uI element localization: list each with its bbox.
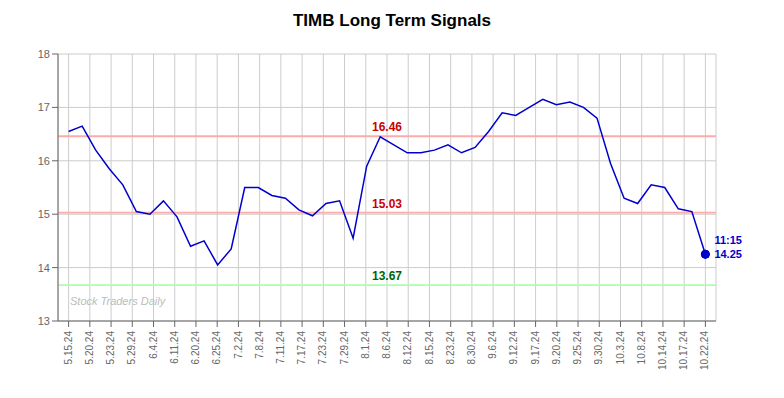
svg-text:10.22.24: 10.22.24 — [699, 331, 710, 370]
svg-text:17: 17 — [38, 101, 50, 113]
svg-text:6.11.24: 6.11.24 — [169, 331, 180, 364]
svg-text:15.03: 15.03 — [372, 197, 402, 211]
svg-text:9.12.24: 9.12.24 — [508, 331, 519, 365]
svg-text:9.17.24: 9.17.24 — [530, 331, 541, 365]
svg-text:15: 15 — [38, 208, 50, 220]
svg-text:7.11.24: 7.11.24 — [275, 331, 286, 364]
svg-text:16.46: 16.46 — [372, 120, 402, 134]
svg-text:8.23.24: 8.23.24 — [445, 331, 456, 365]
svg-text:5.20.24: 5.20.24 — [84, 331, 95, 365]
svg-text:6.4.24: 6.4.24 — [148, 331, 159, 359]
svg-text:9.6.24: 9.6.24 — [487, 331, 498, 359]
svg-text:18: 18 — [38, 48, 50, 60]
svg-text:7.29.24: 7.29.24 — [339, 331, 350, 365]
svg-text:10.14.24: 10.14.24 — [657, 331, 668, 370]
svg-text:14.25: 14.25 — [714, 248, 742, 260]
svg-text:7.17.24: 7.17.24 — [296, 331, 307, 365]
html-text:Stock Traders Daily: Stock Traders Daily — [70, 295, 166, 307]
svg-text:10.17.24: 10.17.24 — [678, 331, 689, 370]
svg-text:8.15.24: 8.15.24 — [424, 331, 435, 365]
svg-text:13.67: 13.67 — [372, 269, 402, 283]
svg-text:7.23.24: 7.23.24 — [317, 331, 328, 365]
html-text:TIMB Long Term Signals: TIMB Long Term Signals — [293, 11, 491, 30]
svg-text:16: 16 — [38, 155, 50, 167]
svg-text:9.30.24: 9.30.24 — [593, 331, 604, 365]
svg-text:8.6.24: 8.6.24 — [381, 331, 392, 359]
svg-text:7.2.24: 7.2.24 — [233, 331, 244, 359]
svg-text:8.1.24: 8.1.24 — [360, 331, 371, 359]
svg-text:13: 13 — [38, 315, 50, 327]
svg-text:10.3.24: 10.3.24 — [615, 331, 626, 365]
svg-text:9.20.24: 9.20.24 — [551, 331, 562, 365]
svg-text:5.29.24: 5.29.24 — [126, 331, 137, 365]
svg-text:8.12.24: 8.12.24 — [402, 331, 413, 365]
svg-text:6.25.24: 6.25.24 — [211, 331, 222, 365]
svg-text:6.20.24: 6.20.24 — [190, 331, 201, 365]
svg-text:5.15.24: 5.15.24 — [63, 331, 74, 365]
svg-text:10.8.24: 10.8.24 — [636, 331, 647, 365]
svg-text:14: 14 — [38, 262, 50, 274]
svg-text:11:15: 11:15 — [714, 234, 742, 246]
svg-text:8.30.24: 8.30.24 — [466, 331, 477, 365]
svg-text:5.23.24: 5.23.24 — [105, 331, 116, 365]
svg-text:7.8.24: 7.8.24 — [254, 331, 265, 359]
svg-text:9.25.24: 9.25.24 — [572, 331, 583, 365]
